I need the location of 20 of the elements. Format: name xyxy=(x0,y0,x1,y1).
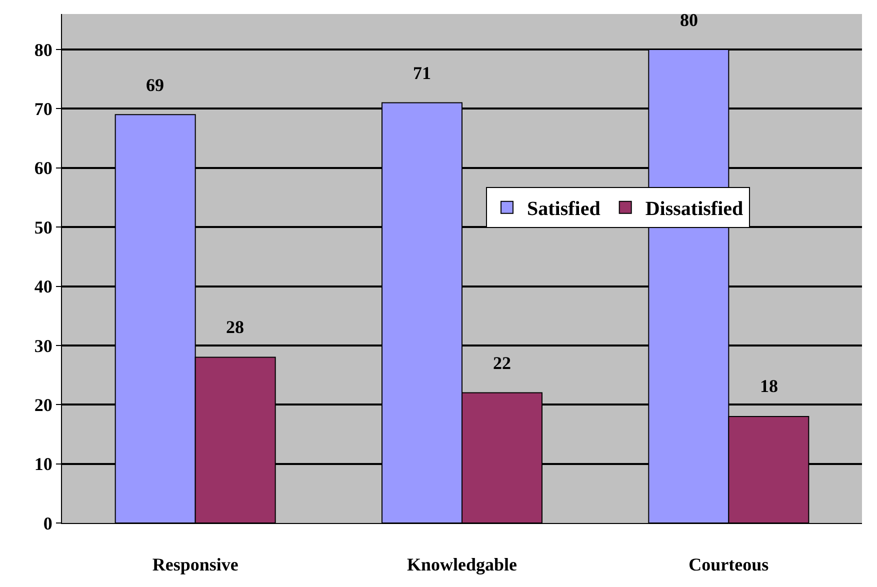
y-tick-label: 40 xyxy=(34,276,52,297)
data-label: 22 xyxy=(493,353,511,373)
data-label: 69 xyxy=(146,75,164,95)
legend-label: Dissatisfied xyxy=(645,198,744,220)
y-tick-label: 30 xyxy=(34,336,52,356)
y-tick-label: 70 xyxy=(34,99,52,119)
y-tick-label: 60 xyxy=(34,158,52,178)
data-label: 18 xyxy=(760,376,778,396)
legend-label: Satisfied xyxy=(527,198,600,220)
y-tick-label: 20 xyxy=(34,394,52,415)
x-tick-label: Courteous xyxy=(688,554,769,575)
x-tick-label: Knowledgable xyxy=(406,554,518,575)
y-tick-label: 50 xyxy=(34,217,52,238)
data-label: 71 xyxy=(413,63,431,83)
y-tick-label: 80 xyxy=(34,40,52,60)
y-tick-label: 0 xyxy=(43,513,52,534)
data-label: 28 xyxy=(226,317,244,337)
x-tick-label: Responsive xyxy=(152,554,238,575)
y-tick-label: 10 xyxy=(34,454,52,474)
data-label: 80 xyxy=(680,10,698,30)
